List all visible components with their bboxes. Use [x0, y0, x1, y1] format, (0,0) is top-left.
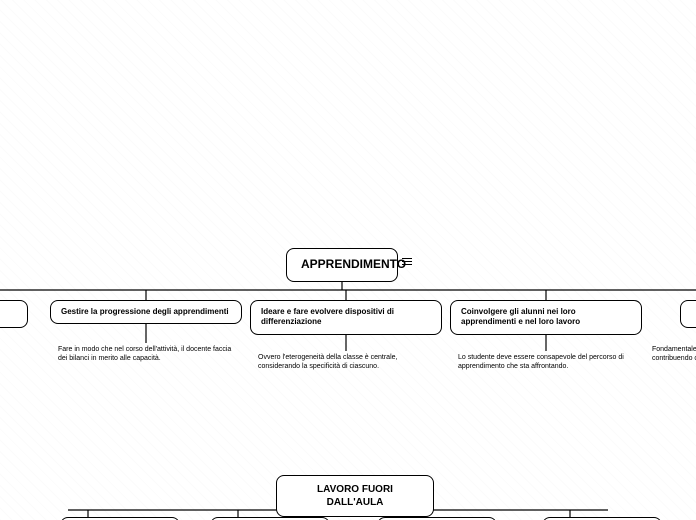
- child-desc-2: Ovvero l'eterogeneità della classe è cen…: [258, 353, 436, 371]
- child-node-3[interactable]: Coinvolgere gli alunni nei loro apprendi…: [450, 300, 642, 335]
- child-desc-0: …della …proposte: [0, 346, 40, 355]
- child-desc-1: Fare in modo che nel corso dell'attività…: [58, 345, 236, 363]
- child-node-4[interactable]: [680, 300, 696, 328]
- menu-icon[interactable]: [402, 255, 414, 267]
- child-desc-4: Fondamentale … gruppo, in cui … contribu…: [652, 345, 696, 363]
- section2-root[interactable]: LAVORO FUORI DALL'AULA: [276, 475, 434, 517]
- child-node-2[interactable]: Ideare e fare evolvere dispositivi di di…: [250, 300, 442, 335]
- diagram-stage: APPRENDIMENTO …della …proposte Gestire l…: [0, 0, 696, 520]
- child-desc-3: Lo studente deve essere consapevole del …: [458, 353, 636, 371]
- root-node[interactable]: APPRENDIMENTO: [286, 248, 398, 282]
- child-node-0[interactable]: [0, 300, 28, 328]
- child-node-1[interactable]: Gestire la progressione degli apprendime…: [50, 300, 242, 324]
